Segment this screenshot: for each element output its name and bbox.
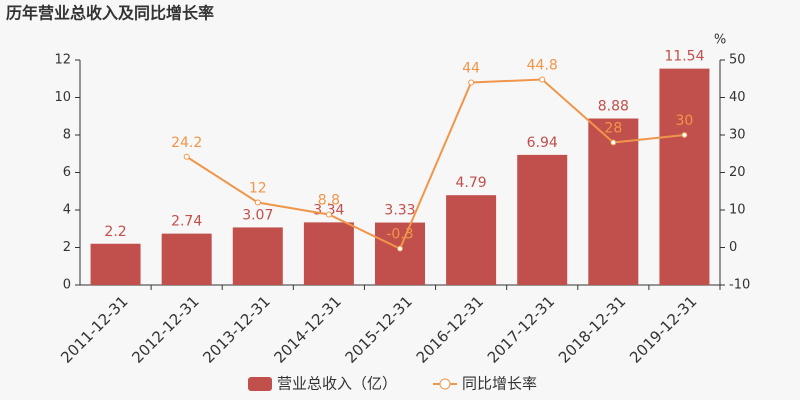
line-point bbox=[468, 79, 475, 86]
y-tick-label: 10 bbox=[54, 90, 71, 105]
line-point bbox=[610, 139, 617, 146]
bar bbox=[303, 222, 354, 285]
x-tick-label: 2016-12-31 bbox=[413, 292, 487, 366]
x-tick-label: 2019-12-31 bbox=[626, 292, 700, 366]
line-value-label: 8.8 bbox=[318, 193, 340, 209]
bar bbox=[446, 195, 497, 285]
line-point bbox=[539, 76, 546, 83]
bar-value-label: 3.34 bbox=[313, 202, 344, 218]
legend-swatch bbox=[439, 378, 451, 390]
line-value-label: 44 bbox=[462, 61, 480, 77]
line-point bbox=[183, 153, 190, 160]
y2-tick-label: 30 bbox=[729, 128, 746, 143]
x-tick-label: 2014-12-31 bbox=[271, 292, 345, 366]
bar-value-label: 8.88 bbox=[598, 99, 629, 115]
bar-value-label: 3.33 bbox=[384, 203, 415, 219]
line-value-label: 12 bbox=[249, 181, 267, 197]
line bbox=[186, 78, 685, 250]
y2-tick-label: -10 bbox=[729, 278, 750, 293]
x-tick-label: 2017-12-31 bbox=[484, 292, 558, 366]
bar bbox=[375, 222, 425, 285]
y-tick-label: 6 bbox=[63, 165, 71, 180]
bar-value-label: 2.74 bbox=[171, 214, 202, 230]
legend-swatch bbox=[248, 377, 272, 391]
bar-value-label: 11.54 bbox=[664, 49, 704, 65]
bar-value-label: 6.94 bbox=[527, 135, 558, 151]
line-point bbox=[681, 132, 688, 138]
x-tick-label: 2018-12-31 bbox=[555, 292, 629, 366]
y-tick-label: 8 bbox=[63, 128, 71, 143]
bar bbox=[90, 243, 141, 285]
y2-tick-label: 0 bbox=[729, 240, 737, 255]
bar bbox=[588, 118, 639, 285]
y2-tick-label: 20 bbox=[729, 165, 746, 180]
y2-axis-label: % bbox=[714, 33, 726, 48]
legend-label: 营业总收入（亿） bbox=[277, 375, 397, 393]
bar bbox=[659, 68, 710, 285]
x-tick-label: 2011-12-31 bbox=[57, 292, 131, 366]
x-tick-label: 2013-12-31 bbox=[199, 292, 273, 366]
y-tick-label: 12 bbox=[54, 53, 71, 68]
y-tick-label: 4 bbox=[63, 203, 71, 218]
x-tick-label: 2012-12-31 bbox=[128, 292, 202, 366]
line-point bbox=[254, 199, 261, 206]
bar bbox=[232, 227, 283, 285]
y2-tick-label: 40 bbox=[729, 90, 746, 105]
y2-tick-label: 10 bbox=[729, 203, 746, 218]
x-tick-label: 2015-12-31 bbox=[342, 292, 416, 366]
chart-title: 历年营业总收入及同比增长率 bbox=[6, 4, 214, 23]
line-value-label: -0.3 bbox=[386, 227, 413, 243]
line-value-label: 44.8 bbox=[527, 58, 558, 74]
bar-value-label: 3.07 bbox=[242, 207, 273, 223]
line-value-label: 30 bbox=[676, 113, 694, 129]
y-tick-label: 0 bbox=[63, 278, 71, 293]
bar bbox=[161, 233, 212, 285]
legend-label: 同比增长率 bbox=[462, 375, 537, 393]
bar-value-label: 4.79 bbox=[456, 175, 487, 191]
line-value-label: 28 bbox=[604, 121, 622, 137]
bar bbox=[517, 154, 568, 285]
line-point bbox=[325, 211, 332, 218]
bar-value-label: 2.2 bbox=[104, 224, 126, 240]
line-point bbox=[397, 245, 403, 252]
line-value-label: 24.2 bbox=[171, 135, 202, 151]
y-tick-label: 2 bbox=[63, 240, 71, 255]
y2-tick-label: 50 bbox=[729, 53, 746, 68]
